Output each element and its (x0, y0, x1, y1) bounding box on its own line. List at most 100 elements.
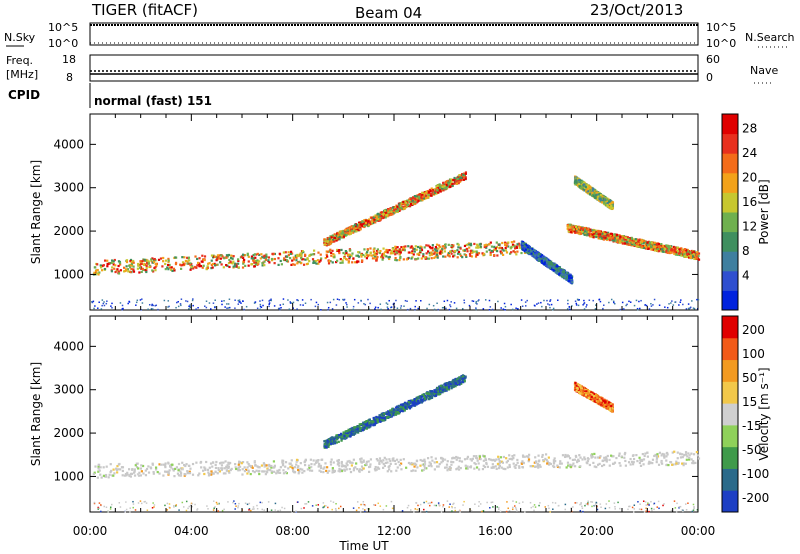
echo-cell (93, 271, 96, 274)
echo-cell (601, 199, 605, 202)
echo-cell (416, 253, 419, 256)
echo-cell (289, 301, 292, 303)
echo-cell (140, 262, 143, 266)
echo-cell (326, 241, 329, 244)
echo-cell (432, 252, 435, 255)
echo-cell (371, 257, 375, 260)
echo-cell (557, 269, 560, 273)
echo-cell (580, 182, 584, 186)
echo-cell (318, 260, 321, 263)
echo-cell (496, 249, 499, 253)
echo-cell (430, 257, 433, 260)
echo-cell (253, 470, 256, 474)
echo-cell (376, 213, 379, 216)
echo-cell (697, 252, 701, 255)
echo-cell (468, 253, 472, 256)
echo-cell (445, 307, 447, 310)
echo-cell (618, 234, 621, 237)
echo-cell (113, 267, 116, 270)
echo-cell (151, 257, 154, 260)
echo-cell (598, 199, 601, 202)
echo-cell (656, 248, 660, 251)
echo-cell (587, 232, 590, 235)
echo-cell (254, 263, 257, 266)
echo-cell (670, 249, 673, 252)
echo-cell (545, 258, 548, 262)
echo-cell (283, 257, 286, 260)
echo-cell (119, 263, 122, 266)
echo-cell (583, 227, 586, 230)
echo-cell (685, 255, 689, 258)
echo-cell (415, 300, 417, 302)
echo-cell (343, 230, 346, 233)
echo-cell (607, 205, 610, 209)
echo-cell (292, 301, 295, 304)
echo-cell (578, 182, 581, 186)
echo-cell (181, 261, 185, 264)
echo-cell (103, 304, 106, 307)
echo-cell (610, 204, 613, 208)
echo-cell (518, 246, 521, 249)
echo-cell (379, 249, 382, 253)
echo-cell (666, 250, 669, 253)
echo-cell (376, 255, 379, 259)
echo-cell (367, 220, 370, 223)
echo-cell (267, 256, 271, 259)
colorbar-swatch (722, 114, 738, 135)
echo-cell (347, 260, 350, 263)
echo-cell (399, 205, 402, 208)
echo-cell (151, 269, 154, 272)
echo-cell (356, 254, 359, 257)
echo-cell (220, 263, 223, 266)
echo-cell (391, 247, 394, 250)
echo-cell (647, 247, 650, 250)
echo-cell (670, 245, 673, 248)
echo-cell (571, 281, 574, 284)
echo-cell (491, 308, 494, 311)
echo-cell (379, 216, 382, 219)
echo-cell (201, 260, 204, 263)
echo-cell (362, 253, 365, 257)
echo-cell (678, 304, 680, 306)
echo-cell (421, 191, 424, 194)
echo-cell (243, 258, 246, 262)
echo-cell (358, 228, 361, 232)
echo-cell (668, 245, 672, 248)
echo-cell (592, 187, 595, 191)
echo-cell (615, 237, 619, 240)
echo-cell (333, 254, 336, 257)
echo-cell (394, 206, 398, 209)
echo-cell (589, 186, 592, 189)
echo-cell (199, 264, 203, 268)
echo-cell (261, 256, 264, 259)
echo-cell (219, 257, 222, 260)
echo-cell (598, 230, 601, 233)
echo-cell (121, 308, 123, 311)
echo-cell (582, 183, 586, 186)
echo-cell (204, 305, 206, 307)
echo-cell (341, 261, 344, 264)
echo-cell (448, 181, 451, 184)
echo-cell (254, 301, 257, 303)
echo-cell (674, 301, 676, 303)
echo-cell (535, 256, 538, 260)
echo-cell (146, 259, 149, 262)
echo-cell (110, 261, 114, 264)
echo-cell (613, 301, 615, 304)
echo-cell (563, 271, 566, 274)
echo-cell (554, 264, 557, 267)
echo-cell (179, 303, 182, 305)
echo-cell (396, 207, 399, 210)
echo-cell (273, 257, 276, 261)
echo-cell (550, 303, 553, 306)
echo-cell (500, 307, 502, 309)
echo-cell (100, 308, 103, 310)
echo-cell (155, 262, 159, 265)
echo-cell (600, 234, 603, 237)
echo-cell (696, 251, 699, 254)
echo-cell (150, 307, 153, 310)
nsky-tick-top: 10^5 (48, 21, 78, 34)
echo-cell (526, 299, 528, 302)
echo-cell (336, 259, 339, 262)
